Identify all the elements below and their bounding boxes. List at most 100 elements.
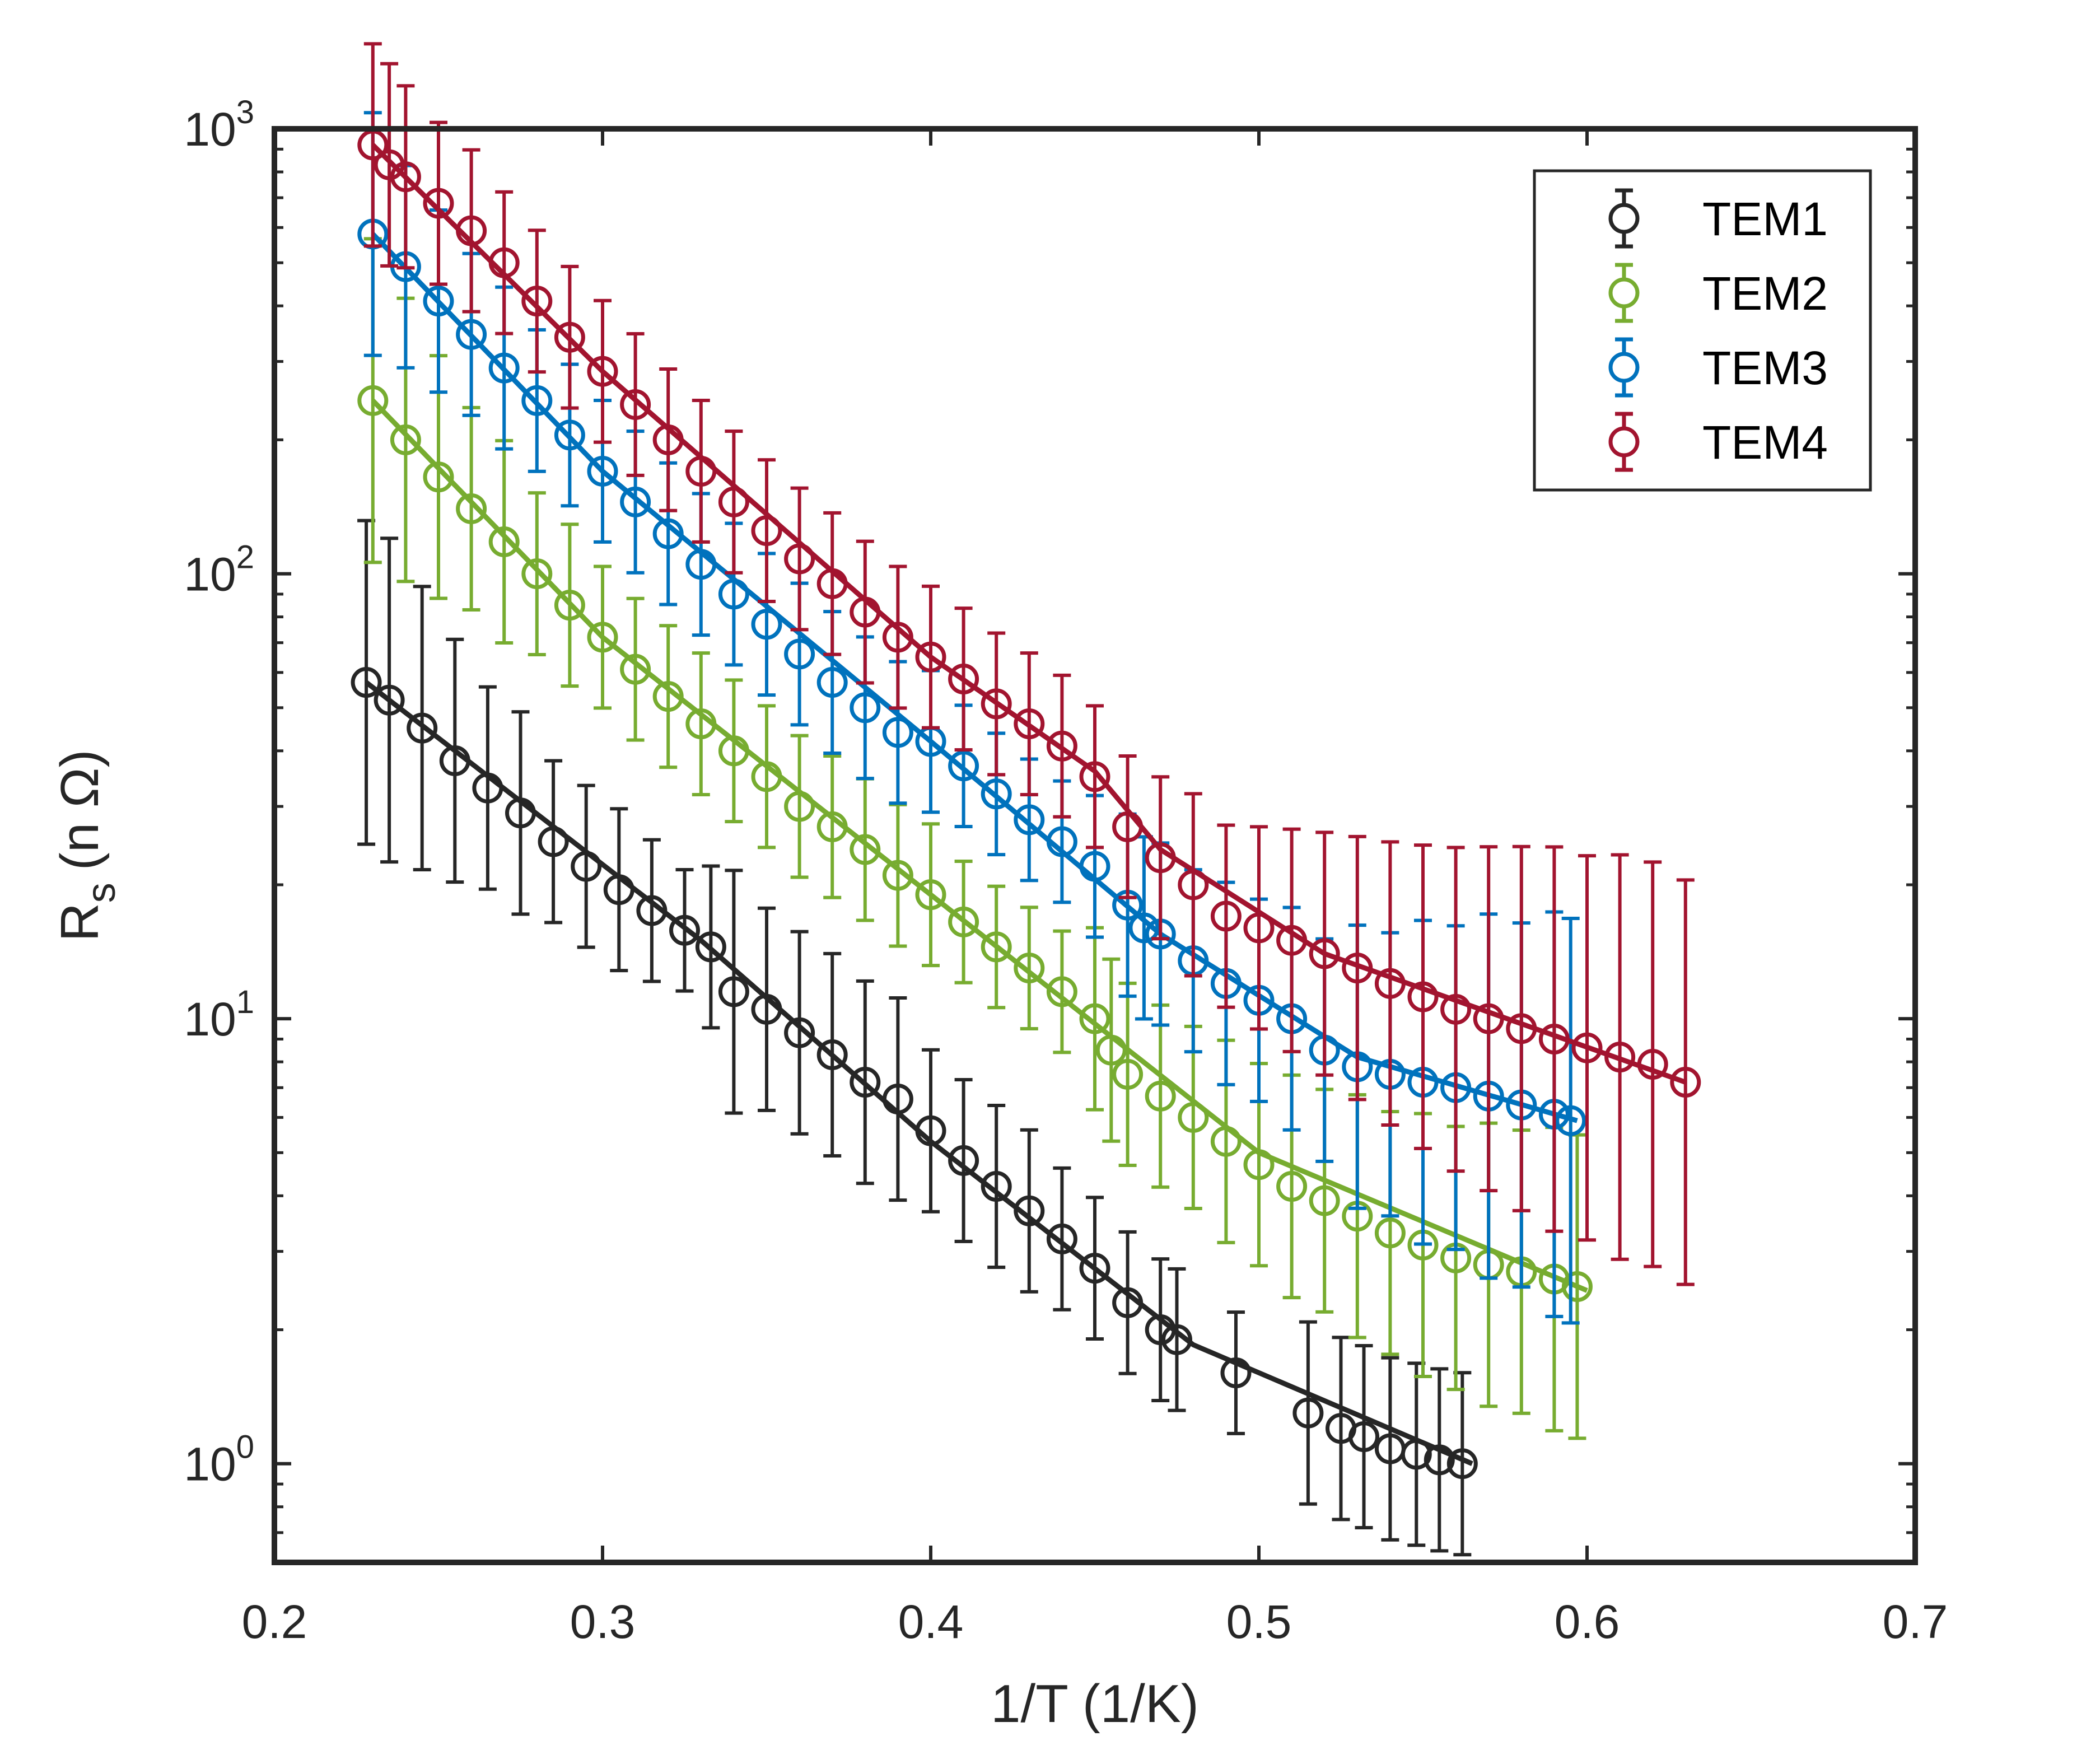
data-point (1046, 976, 1077, 1007)
legend-box (1533, 169, 1872, 492)
data-point (620, 654, 651, 685)
y-tick-label: 102 (184, 539, 254, 601)
series-tem1 (351, 519, 1478, 1557)
data-point (488, 526, 520, 557)
data-point (981, 931, 1012, 963)
data-point (1440, 993, 1472, 1025)
error-bars-tem2 (363, 237, 1586, 1440)
legend-marker (1608, 352, 1640, 383)
x-tick-label: 0.5 (1226, 1595, 1292, 1648)
data-point (981, 778, 1012, 810)
y-axis-title-main: R (50, 903, 110, 941)
y-axis-title-sub: s (79, 883, 124, 903)
data-point (1014, 708, 1045, 740)
data-point (915, 641, 946, 673)
legend-label: TEM3 (1702, 342, 1828, 394)
data-point (1046, 730, 1077, 762)
markers-tem3 (357, 218, 1586, 1136)
data-point (669, 914, 700, 946)
y-axis-title-unit: (n Ω) (50, 749, 110, 870)
legend-marker (1608, 426, 1640, 458)
x-tick-label: 0.2 (242, 1595, 307, 1648)
legend-item-tem1: TEM1 (1608, 188, 1828, 249)
y-tick-base: 10 (184, 103, 236, 156)
data-point (718, 976, 749, 1007)
data-point (948, 664, 979, 695)
data-point (1210, 900, 1242, 932)
series-tem4 (357, 42, 1701, 1286)
data-point (1561, 1271, 1593, 1303)
legend-item-tem4: TEM4 (1608, 412, 1828, 472)
data-point (357, 385, 389, 416)
y-tick-exponent: 0 (236, 1429, 254, 1466)
data-point (587, 622, 618, 653)
data-point (587, 356, 618, 387)
data-point (521, 286, 553, 317)
data-point (1014, 1195, 1045, 1226)
data-point (948, 906, 979, 937)
fit-line-tem1 (365, 680, 1473, 1466)
data-point (423, 188, 454, 219)
data-point (751, 609, 782, 640)
data-point (1292, 1397, 1324, 1429)
data-point (390, 161, 421, 193)
legend-item-tem3: TEM3 (1608, 337, 1828, 398)
legend-label: TEM1 (1702, 193, 1828, 245)
y-tick-label: 101 (184, 984, 254, 1046)
legend-marker (1608, 277, 1640, 309)
data-point (1276, 1171, 1308, 1202)
data-point (1604, 1042, 1636, 1073)
fit-line-tem4 (371, 143, 1687, 1085)
data-point (1424, 1444, 1455, 1476)
y-tick-exponent: 3 (236, 94, 254, 130)
series-tem2 (357, 237, 1593, 1440)
data-point (1446, 1448, 1478, 1480)
data-point (407, 712, 438, 744)
y-tick-label: 100 (184, 1429, 254, 1491)
legend-label: TEM4 (1702, 416, 1828, 469)
x-tick-label: 0.3 (570, 1595, 636, 1648)
data-point (882, 860, 913, 891)
data-point (390, 424, 421, 455)
data-point (423, 461, 454, 493)
data-point (695, 931, 726, 963)
data-point (1128, 912, 1160, 944)
data-point (521, 558, 553, 590)
data-point (1407, 981, 1439, 1012)
y-tick-base: 10 (184, 1438, 236, 1491)
data-point (1348, 1421, 1380, 1452)
x-tick-label: 0.6 (1555, 1595, 1620, 1648)
plot-data-layer (351, 42, 1701, 1557)
data-point (620, 389, 651, 420)
data-point (850, 692, 881, 724)
data-point (1220, 1357, 1252, 1389)
y-tick-base: 10 (184, 548, 236, 601)
data-point (554, 419, 585, 451)
legend-marker (1608, 203, 1640, 234)
data-point (1014, 804, 1045, 836)
data-point (488, 352, 520, 384)
y-tick-label: 103 (184, 94, 254, 156)
data-point (981, 688, 1012, 720)
data-point (948, 750, 979, 782)
plot-frame (272, 126, 1918, 1565)
x-tick-label: 0.4 (898, 1595, 964, 1648)
data-point (1112, 1058, 1144, 1090)
data-point (554, 321, 585, 353)
data-point (784, 1017, 815, 1048)
data-point (521, 385, 553, 416)
data-point (981, 1171, 1012, 1202)
x-tick-label: 0.7 (1883, 1595, 1948, 1648)
data-point (948, 1145, 979, 1176)
data-point (882, 717, 913, 748)
data-point (1374, 1217, 1406, 1249)
data-point (1670, 1067, 1701, 1098)
data-point (1014, 953, 1045, 984)
data-point (1145, 1080, 1176, 1112)
data-point (587, 455, 618, 487)
fit-line-tem3 (371, 232, 1578, 1123)
data-point (784, 638, 815, 670)
data-point (1309, 938, 1340, 969)
